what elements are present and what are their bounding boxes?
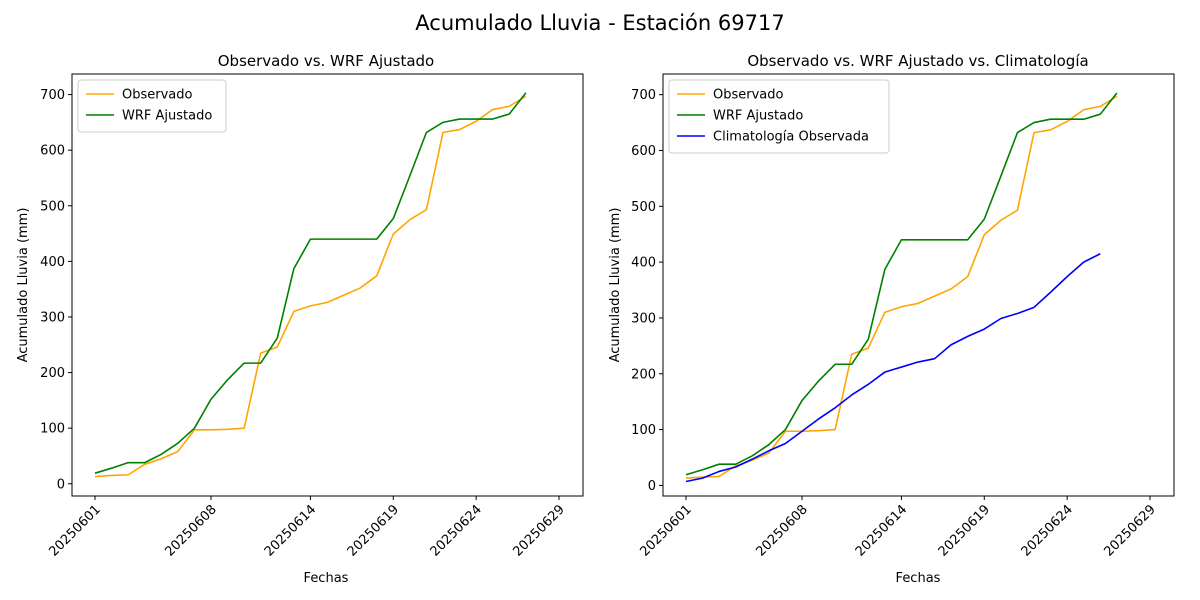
series-line-observado — [685, 95, 1118, 479]
y-tick-label: 500 — [631, 200, 656, 215]
y-tick-label: 0 — [648, 479, 656, 494]
series-line-wrf-ajustado — [94, 92, 527, 474]
series-line-wrf-ajustado — [685, 92, 1118, 476]
right-x-axis-label: Fechas — [896, 571, 941, 586]
x-tick-label: 20250629 — [510, 502, 567, 559]
left-chart: Observado vs. WRF Ajustado 0 100 200 300 400… — [16, 52, 584, 586]
x-tick-label: 20250624 — [1019, 502, 1076, 559]
series-line-observado — [94, 95, 527, 478]
y-tick-label: 700 — [40, 88, 65, 103]
y-tick-label: 600 — [631, 144, 656, 159]
y-tick-label: 500 — [40, 199, 65, 214]
y-tick-label: 300 — [40, 310, 65, 325]
x-tick-label: 20250608 — [753, 502, 810, 559]
x-tick-label: 20250619 — [345, 502, 402, 559]
y-tick-label: 400 — [40, 255, 65, 270]
legend-label-observado: Observado — [713, 88, 784, 103]
right-plot-area: 0 100 200 300 400 500 600 700 20250601 20250608 20… — [631, 79, 1159, 560]
x-tick-label: 20250624 — [428, 502, 485, 559]
legend-label-wrf-ajustado: WRF Ajustado — [122, 109, 212, 124]
legend-box — [77, 79, 227, 133]
y-tick-label: 100 — [40, 422, 65, 437]
y-tick-label: 300 — [631, 311, 656, 326]
y-tick-label: 700 — [631, 88, 656, 103]
x-tick-label: 20250614 — [853, 502, 910, 559]
x-tick-label: 20250614 — [262, 502, 319, 559]
right-plot-frame — [662, 73, 1175, 497]
y-tick-label: 200 — [40, 366, 65, 381]
figure-suptitle: Acumulado Lluvia - Estación 69717 — [415, 11, 784, 35]
y-tick-label: 200 — [631, 367, 656, 382]
y-tick-label: 0 — [57, 477, 65, 492]
left-x-axis-label: Fechas — [304, 571, 349, 586]
left-chart-title: Observado vs. WRF Ajustado — [218, 52, 434, 70]
x-tick-label: 20250629 — [1101, 502, 1158, 559]
y-tick-label: 400 — [631, 256, 656, 271]
y-tick-label: 100 — [631, 423, 656, 438]
legend-label-wrf-ajustado: WRF Ajustado — [713, 109, 803, 124]
x-tick-label: 20250608 — [162, 502, 219, 559]
left-plot-frame — [71, 73, 584, 497]
right-chart-title: Observado vs. WRF Ajustado vs. Climatolo… — [747, 52, 1088, 70]
x-tick-label: 20250619 — [936, 502, 993, 559]
legend-label-climatologia-observada: Climatología Observada — [713, 130, 869, 145]
left-plot-area: 0 100 200 300 400 500 600 700 20250601 20250608 20… — [40, 79, 568, 560]
left-y-axis-label: Acumulado Lluvia (mm) — [16, 208, 31, 363]
legend-box — [668, 79, 890, 154]
x-tick-label: 20250601 — [46, 502, 103, 559]
series-line-climatologia-observada — [685, 253, 1101, 483]
x-tick-label: 20250601 — [637, 502, 694, 559]
legend-label-observado: Observado — [122, 88, 193, 103]
right-chart: Observado vs. WRF Ajustado vs. Climatolo… — [608, 52, 1175, 586]
right-y-axis-label: Acumulado Lluvia (mm) — [608, 208, 623, 363]
y-tick-label: 600 — [40, 144, 65, 159]
